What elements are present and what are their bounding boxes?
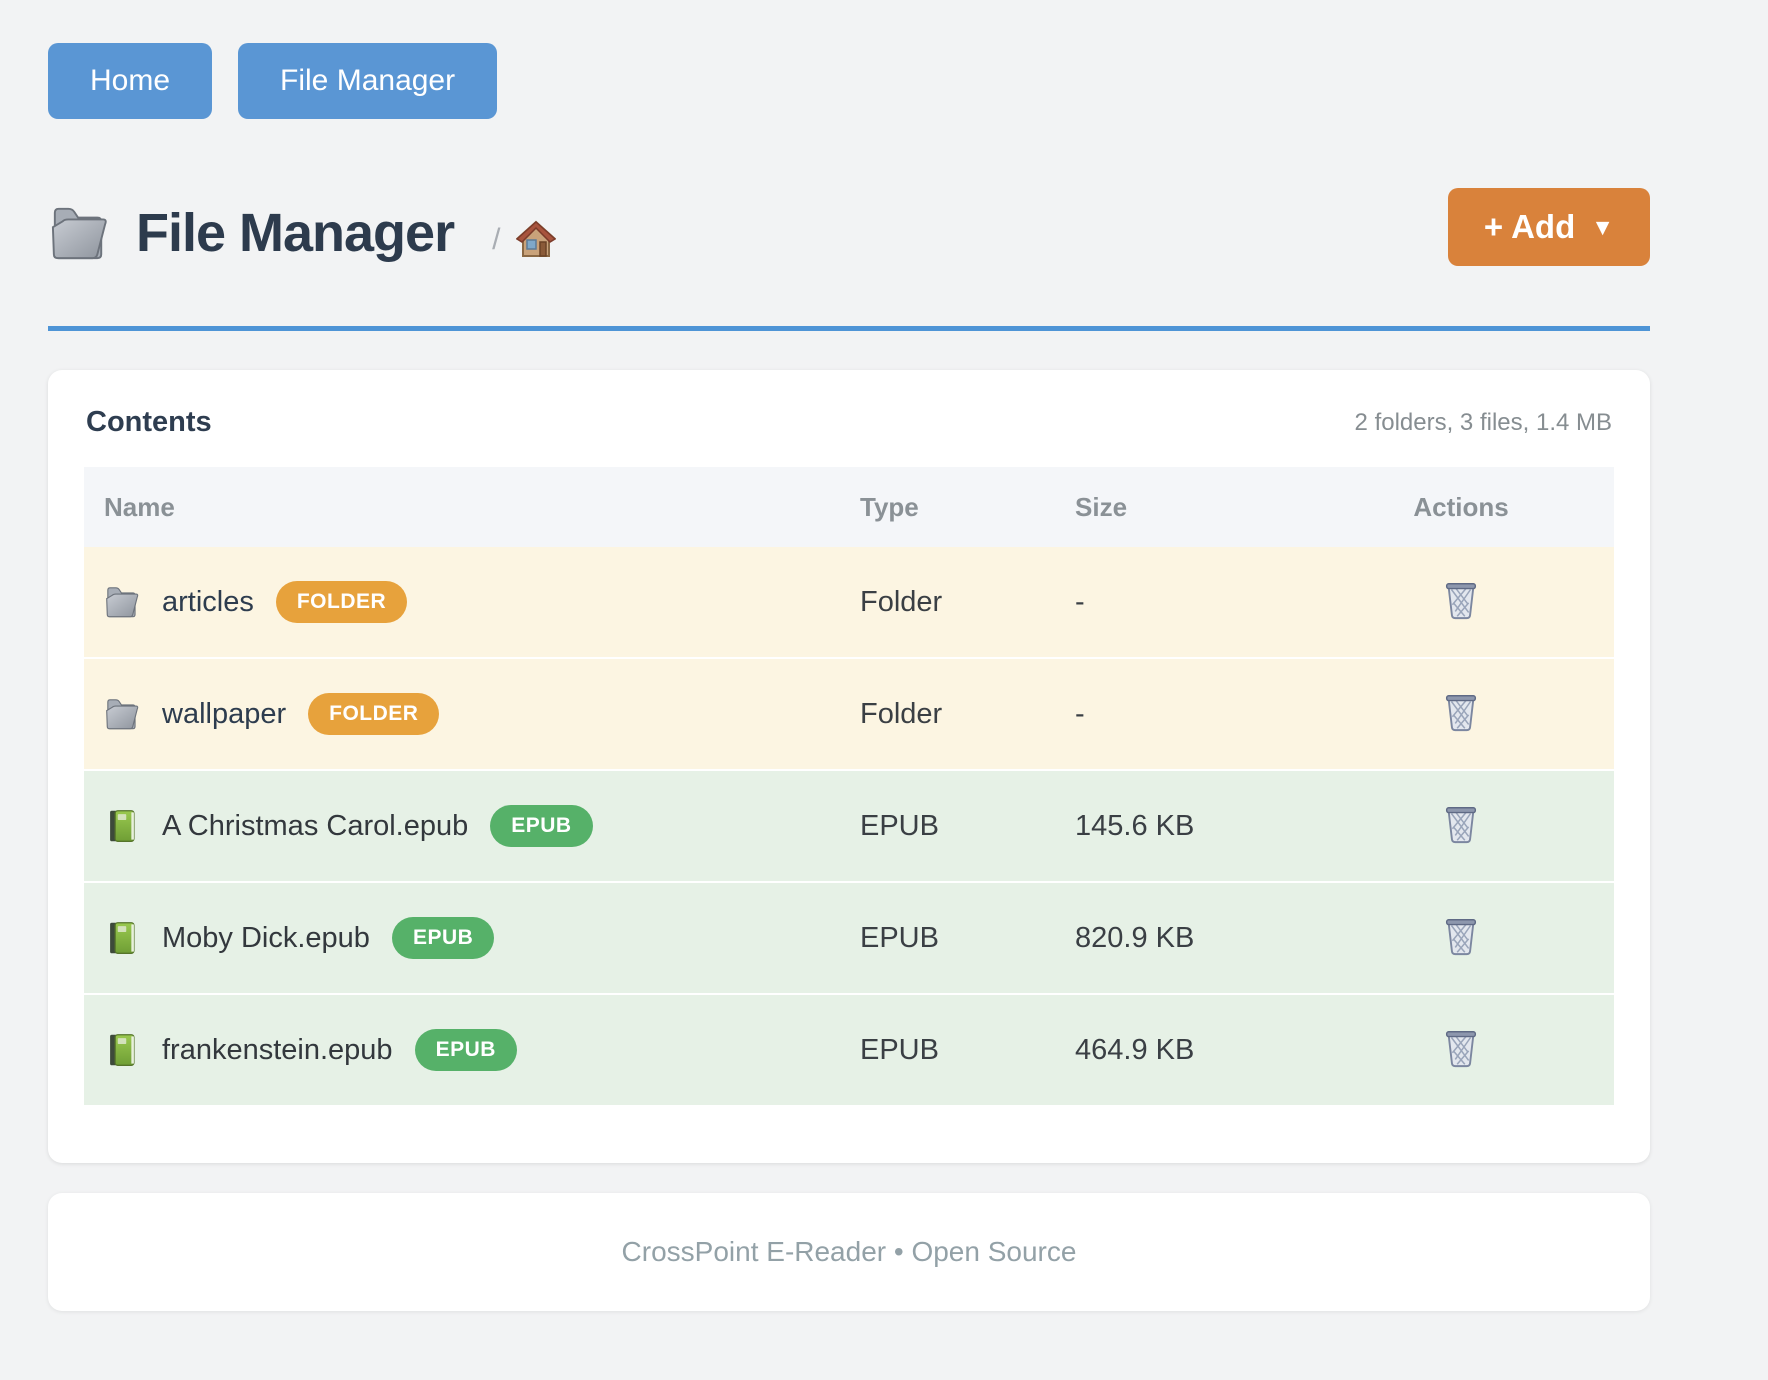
item-name: A Christmas Carol.epub (162, 810, 468, 843)
trash-icon (1443, 691, 1479, 733)
item-name: frankenstein.epub (162, 1034, 393, 1067)
folder-link[interactable]: wallpaper FOLDER (104, 693, 840, 735)
folder-icon (104, 697, 140, 731)
item-name: articles (162, 586, 254, 619)
footer-card: CrossPoint E-Reader • Open Source (48, 1193, 1650, 1311)
size-cell: - (1055, 659, 1308, 771)
type-cell: EPUB (840, 883, 1055, 995)
file-link[interactable]: A Christmas Carol.epub EPUB (104, 805, 840, 847)
file-link[interactable]: Moby Dick.epub EPUB (104, 917, 840, 959)
delete-button[interactable] (1439, 799, 1483, 849)
folder-link[interactable]: articles FOLDER (104, 581, 840, 623)
top-nav: Home File Manager (48, 43, 497, 119)
file-manager-page: Home File Manager File Manager / + Add ▼… (0, 0, 1768, 1380)
table-header-row: Name Type Size Actions (84, 467, 1614, 547)
header-divider (48, 326, 1650, 331)
item-name: wallpaper (162, 698, 286, 731)
table-row: A Christmas Carol.epub EPUB EPUB 145.6 K… (84, 771, 1614, 883)
folder-icon (104, 585, 140, 619)
delete-button[interactable] (1439, 1023, 1483, 1073)
size-cell: 464.9 KB (1055, 995, 1308, 1107)
file-table: Name Type Size Actions articles FOLDER F… (84, 467, 1614, 1107)
contents-summary: 2 folders, 3 files, 1.4 MB (1355, 409, 1612, 437)
file-link[interactable]: frankenstein.epub EPUB (104, 1029, 840, 1071)
size-cell: - (1055, 547, 1308, 659)
book-icon (104, 921, 140, 955)
trash-icon (1443, 803, 1479, 845)
table-row: Moby Dick.epub EPUB EPUB 820.9 KB (84, 883, 1614, 995)
table-row: frankenstein.epub EPUB EPUB 464.9 KB (84, 995, 1614, 1107)
type-badge: EPUB (392, 917, 494, 959)
page-title: File Manager (136, 202, 454, 264)
chevron-down-icon: ▼ (1591, 214, 1614, 241)
size-cell: 145.6 KB (1055, 771, 1308, 883)
type-badge: FOLDER (308, 693, 439, 735)
contents-card: Contents 2 folders, 3 files, 1.4 MB Name… (48, 370, 1650, 1163)
file-manager-button[interactable]: File Manager (238, 43, 497, 119)
column-header-size: Size (1055, 467, 1308, 547)
trash-icon (1443, 1027, 1479, 1069)
type-badge: EPUB (490, 805, 592, 847)
delete-button[interactable] (1439, 911, 1483, 961)
column-header-actions: Actions (1308, 467, 1614, 547)
type-cell: EPUB (840, 771, 1055, 883)
home-icon[interactable] (516, 220, 556, 258)
type-cell: Folder (840, 547, 1055, 659)
page-header: File Manager / + Add ▼ (48, 188, 1650, 278)
add-button[interactable]: + Add ▼ (1448, 188, 1650, 266)
card-title: Contents (86, 406, 212, 439)
type-cell: EPUB (840, 995, 1055, 1107)
folder-icon (48, 204, 110, 262)
size-cell: 820.9 KB (1055, 883, 1308, 995)
footer-text: CrossPoint E-Reader • Open Source (622, 1236, 1077, 1268)
column-header-type: Type (840, 467, 1055, 547)
book-icon (104, 1033, 140, 1067)
add-button-label: + Add (1484, 208, 1575, 246)
item-name: Moby Dick.epub (162, 922, 370, 955)
delete-button[interactable] (1439, 575, 1483, 625)
table-row: articles FOLDER Folder - (84, 547, 1614, 659)
trash-icon (1443, 915, 1479, 957)
type-cell: Folder (840, 659, 1055, 771)
delete-button[interactable] (1439, 687, 1483, 737)
book-icon (104, 809, 140, 843)
table-row: wallpaper FOLDER Folder - (84, 659, 1614, 771)
trash-icon (1443, 579, 1479, 621)
home-button[interactable]: Home (48, 43, 212, 119)
type-badge: EPUB (415, 1029, 517, 1071)
column-header-name: Name (84, 467, 840, 547)
breadcrumb-separator: / (492, 223, 500, 257)
type-badge: FOLDER (276, 581, 407, 623)
